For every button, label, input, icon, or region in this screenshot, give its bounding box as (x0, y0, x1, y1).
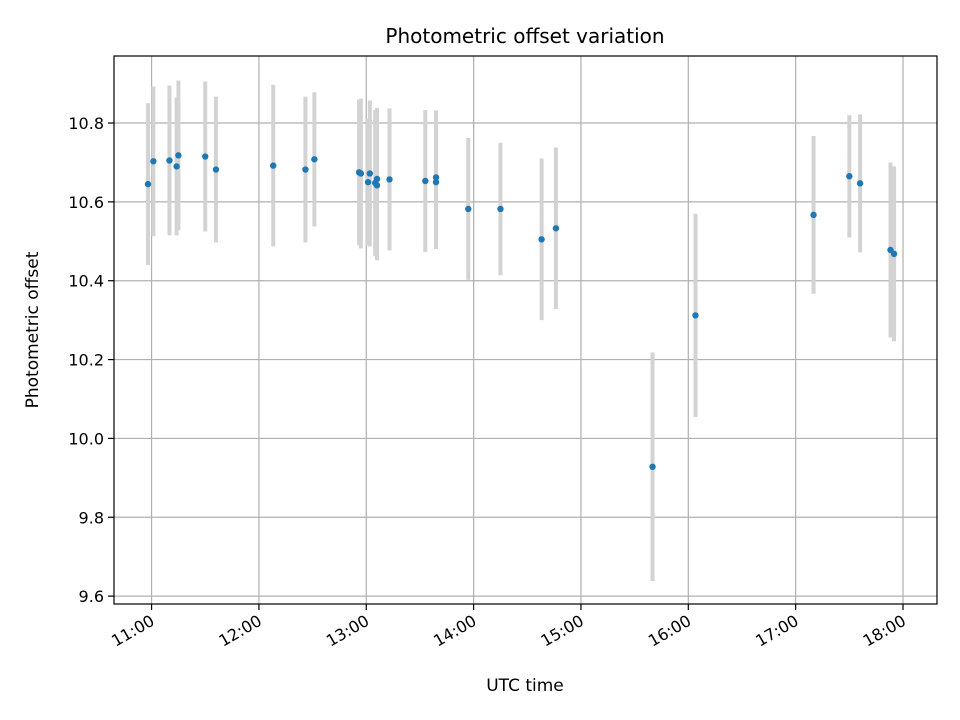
data-point (270, 162, 277, 169)
chart-title: Photometric offset variation (385, 24, 664, 48)
x-axis-label: UTC time (486, 676, 564, 696)
y-tick-label: 10.8 (68, 114, 104, 133)
data-point (552, 225, 560, 232)
data-point (810, 211, 817, 219)
plot-area-frame (113, 55, 938, 605)
y-tick-label: 9.8 (79, 508, 104, 527)
data-point (166, 157, 173, 164)
data-point (144, 180, 152, 188)
y-tick-label: 10.4 (68, 272, 104, 291)
data-point (432, 178, 440, 186)
data-point (422, 177, 429, 185)
y-tick-label: 10.2 (68, 351, 104, 370)
data-point (175, 152, 182, 159)
data-point (364, 178, 372, 186)
data-point (497, 205, 504, 213)
data-point (846, 173, 853, 180)
y-tick-label: 10.0 (68, 429, 104, 448)
data-point (856, 180, 864, 187)
data-point (302, 166, 309, 173)
data-point (311, 156, 318, 163)
data-point (366, 170, 374, 177)
data-point (538, 236, 545, 243)
data-point (212, 166, 220, 173)
data-point (386, 176, 393, 183)
data-point (692, 312, 699, 319)
y-axis-ticks: 9.6 9.8 10.0 10.2 10.4 10.6 10.8 (68, 114, 114, 606)
data-point (432, 174, 440, 181)
y-tick-label: 9.6 (79, 587, 104, 606)
y-tick-label: 10.6 (68, 193, 104, 212)
y-axis-label: Photometric offset (23, 251, 43, 408)
data-point (357, 170, 365, 177)
data-point (890, 250, 898, 258)
data-point (373, 182, 381, 189)
data-point (202, 153, 209, 160)
data-point (465, 205, 472, 213)
data-points (144, 152, 898, 471)
data-point (649, 463, 656, 471)
data-point (373, 175, 381, 183)
data-point (173, 163, 180, 170)
data-point (150, 158, 157, 165)
